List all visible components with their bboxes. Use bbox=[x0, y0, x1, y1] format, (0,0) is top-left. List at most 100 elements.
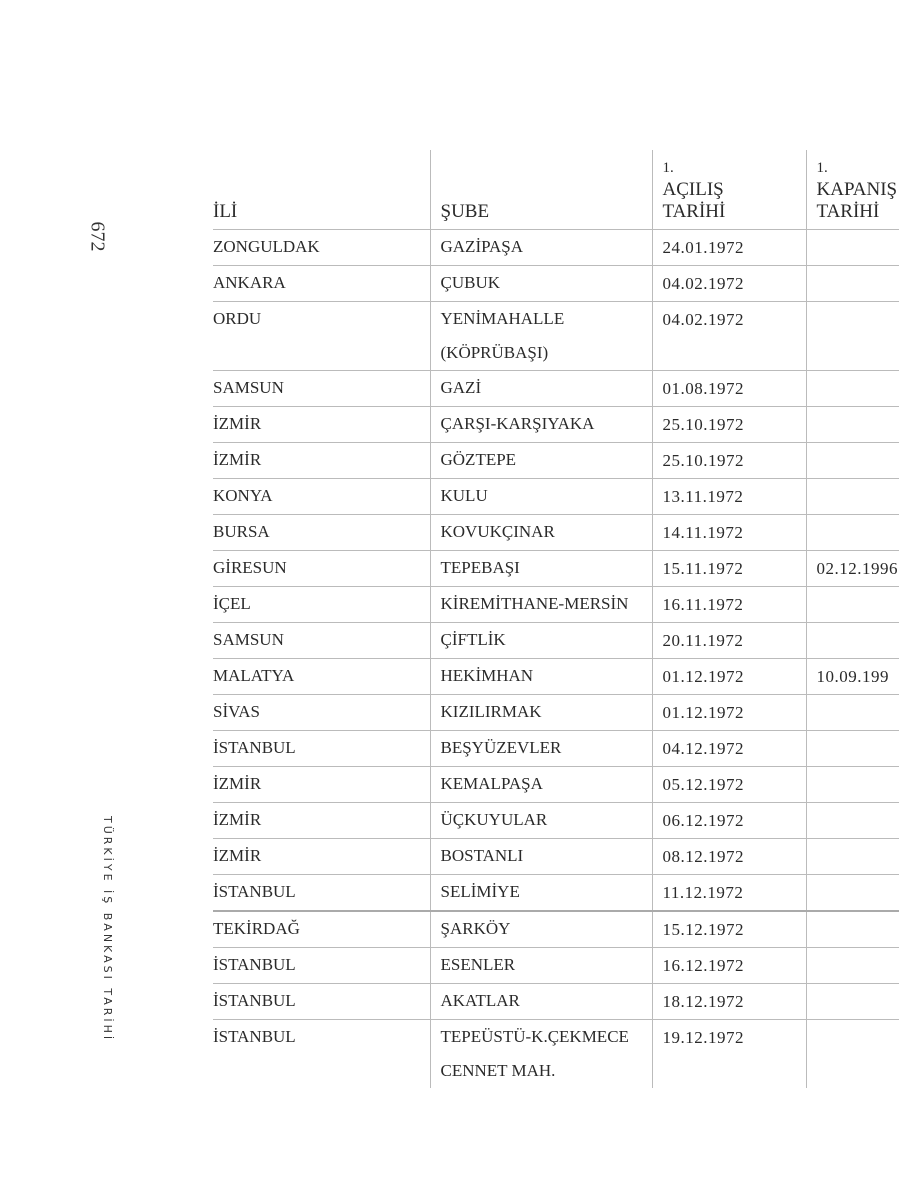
cell-closing-date bbox=[805, 946, 899, 983]
cell-opening-date: 01.12.1972 bbox=[651, 657, 806, 694]
cell-opening-date: 04.02.1972 bbox=[651, 300, 806, 370]
cell-province: İSTANBUL bbox=[213, 1018, 430, 1088]
table-row: SİVAS KIZILIRMAK 01.12.1972 bbox=[213, 693, 899, 730]
cell-opening-date: 04.12.1972 bbox=[651, 729, 806, 766]
table-row: ORDU YENİMAHALLE (KÖPRÜBAŞI) 04.02.1972 bbox=[213, 300, 899, 370]
cell-province: İSTANBUL bbox=[213, 729, 430, 766]
cell-province: BURSA bbox=[213, 513, 430, 550]
cell-branch: GÖZTEPE bbox=[429, 441, 652, 478]
cell-closing-date bbox=[805, 264, 899, 301]
cell-opening-date: 25.10.1972 bbox=[651, 405, 806, 442]
cell-province: GİRESUN bbox=[213, 549, 430, 586]
cell-branch: ÜÇKUYULAR bbox=[429, 801, 652, 838]
cell-opening-date: 14.11.1972 bbox=[651, 513, 806, 550]
cell-opening-date: 01.08.1972 bbox=[651, 369, 806, 406]
cell-province: SİVAS bbox=[213, 693, 430, 730]
cell-province: ORDU bbox=[213, 300, 430, 370]
cell-closing-date bbox=[805, 801, 899, 838]
cell-province: İZMİR bbox=[213, 837, 430, 874]
cell-opening-date: 05.12.1972 bbox=[651, 765, 806, 802]
cell-closing-date bbox=[805, 369, 899, 406]
page-number: 672 bbox=[86, 221, 109, 252]
cell-closing-date bbox=[805, 982, 899, 1019]
table-row: GİRESUN TEPEBAŞI 15.11.1972 02.12.1996 bbox=[213, 549, 899, 586]
table-row: İSTANBUL TEPEÜSTÜ-K.ÇEKMECE CENNET MAH. 19… bbox=[213, 1018, 899, 1088]
cell-province: ANKARA bbox=[213, 264, 430, 301]
cell-province: İZMİR bbox=[213, 801, 430, 838]
cell-province: İZMİR bbox=[213, 765, 430, 802]
table-row: İSTANBUL BEŞYÜZEVLER 04.12.1972 bbox=[213, 729, 899, 766]
cell-opening-date: 18.12.1972 bbox=[651, 982, 806, 1019]
table-row: İZMİR KEMALPAŞA 05.12.1972 bbox=[213, 765, 899, 802]
cell-branch: KOVUKÇINAR bbox=[429, 513, 652, 550]
cell-opening-date: 25.10.1972 bbox=[651, 441, 806, 478]
cell-closing-date bbox=[805, 873, 899, 911]
table-row: ZONGULDAK GAZİPAŞA 24.01.1972 bbox=[213, 228, 899, 265]
table-row: İSTANBUL ESENLER 16.12.1972 bbox=[213, 946, 899, 983]
cell-branch: YENİMAHALLE (KÖPRÜBAŞI) bbox=[429, 300, 652, 370]
header-branch: ŞUBE bbox=[429, 150, 652, 229]
cell-closing-date bbox=[805, 477, 899, 514]
cell-opening-date: 15.11.1972 bbox=[651, 549, 806, 586]
table-row: SAMSUN ÇİFTLİK 20.11.1972 bbox=[213, 621, 899, 658]
table-row: İZMİR ÇARŞI-KARŞIYAKA 25.10.1972 bbox=[213, 405, 899, 442]
cell-province: İÇEL bbox=[213, 585, 430, 622]
cell-branch: HEKİMHAN bbox=[429, 657, 652, 694]
cell-branch: BEŞYÜZEVLER bbox=[429, 729, 652, 766]
table-row: İZMİR BOSTANLI 08.12.1972 bbox=[213, 837, 899, 874]
table-row: İZMİR ÜÇKUYULAR 06.12.1972 bbox=[213, 801, 899, 838]
cell-closing-date bbox=[805, 621, 899, 658]
cell-province: MALATYA bbox=[213, 657, 430, 694]
cell-province: TEKİRDAĞ bbox=[213, 909, 430, 947]
cell-branch: GAZİ bbox=[429, 369, 652, 406]
cell-closing-date bbox=[805, 729, 899, 766]
table-row: KONYA KULU 13.11.1972 bbox=[213, 477, 899, 514]
cell-closing-date bbox=[805, 837, 899, 874]
table-row: TEKİRDAĞ ŞARKÖY 15.12.1972 bbox=[213, 909, 899, 947]
cell-province: SAMSUN bbox=[213, 369, 430, 406]
cell-closing-date bbox=[805, 513, 899, 550]
cell-opening-date: 13.11.1972 bbox=[651, 477, 806, 514]
cell-branch: KULU bbox=[429, 477, 652, 514]
cell-closing-date bbox=[805, 228, 899, 265]
cell-opening-date: 04.02.1972 bbox=[651, 264, 806, 301]
cell-closing-date bbox=[805, 909, 899, 947]
cell-branch: ŞARKÖY bbox=[429, 909, 652, 947]
cell-opening-date: 19.12.1972 bbox=[651, 1018, 806, 1088]
cell-closing-date bbox=[805, 300, 899, 370]
cell-closing-date bbox=[805, 1018, 899, 1088]
cell-closing-date bbox=[805, 585, 899, 622]
cell-province: KONYA bbox=[213, 477, 430, 514]
cell-closing-date: 10.09.199 bbox=[805, 657, 899, 694]
cell-closing-date bbox=[805, 405, 899, 442]
cell-branch: TEPEÜSTÜ-K.ÇEKMECE CENNET MAH. bbox=[429, 1018, 652, 1088]
header-opening-date: 1. AÇILIŞ TARİHİ bbox=[651, 150, 806, 229]
cell-opening-date: 15.12.1972 bbox=[651, 909, 806, 947]
table-row: İZMİR GÖZTEPE 25.10.1972 bbox=[213, 441, 899, 478]
cell-opening-date: 20.11.1972 bbox=[651, 621, 806, 658]
branch-table: İLİ ŞUBE 1. AÇILIŞ TARİHİ 1. KAPANIŞ TARİHİ … bbox=[213, 150, 899, 1088]
cell-opening-date: 11.12.1972 bbox=[651, 873, 806, 911]
cell-branch: ESENLER bbox=[429, 946, 652, 983]
table-row: ANKARA ÇUBUK 04.02.1972 bbox=[213, 264, 899, 301]
table-row: BURSA KOVUKÇINAR 14.11.1972 bbox=[213, 513, 899, 550]
table-row: MALATYA HEKİMHAN 01.12.1972 10.09.199 bbox=[213, 657, 899, 694]
cell-branch: GAZİPAŞA bbox=[429, 228, 652, 265]
cell-branch: ÇİFTLİK bbox=[429, 621, 652, 658]
running-title: TÜRKİYE İŞ BANKASI TARİHİ bbox=[101, 816, 114, 1043]
cell-opening-date: 01.12.1972 bbox=[651, 693, 806, 730]
cell-closing-date bbox=[805, 765, 899, 802]
table-row: SAMSUN GAZİ 01.08.1972 bbox=[213, 369, 899, 406]
cell-province: İSTANBUL bbox=[213, 873, 430, 911]
cell-closing-date bbox=[805, 693, 899, 730]
cell-branch: TEPEBAŞI bbox=[429, 549, 652, 586]
cell-branch: AKATLAR bbox=[429, 982, 652, 1019]
cell-branch: KIZILIRMAK bbox=[429, 693, 652, 730]
cell-province: SAMSUN bbox=[213, 621, 430, 658]
cell-closing-date bbox=[805, 441, 899, 478]
cell-opening-date: 08.12.1972 bbox=[651, 837, 806, 874]
cell-opening-date: 16.11.1972 bbox=[651, 585, 806, 622]
cell-province: İZMİR bbox=[213, 441, 430, 478]
cell-closing-date: 02.12.1996 bbox=[805, 549, 899, 586]
header-province: İLİ bbox=[213, 200, 238, 222]
